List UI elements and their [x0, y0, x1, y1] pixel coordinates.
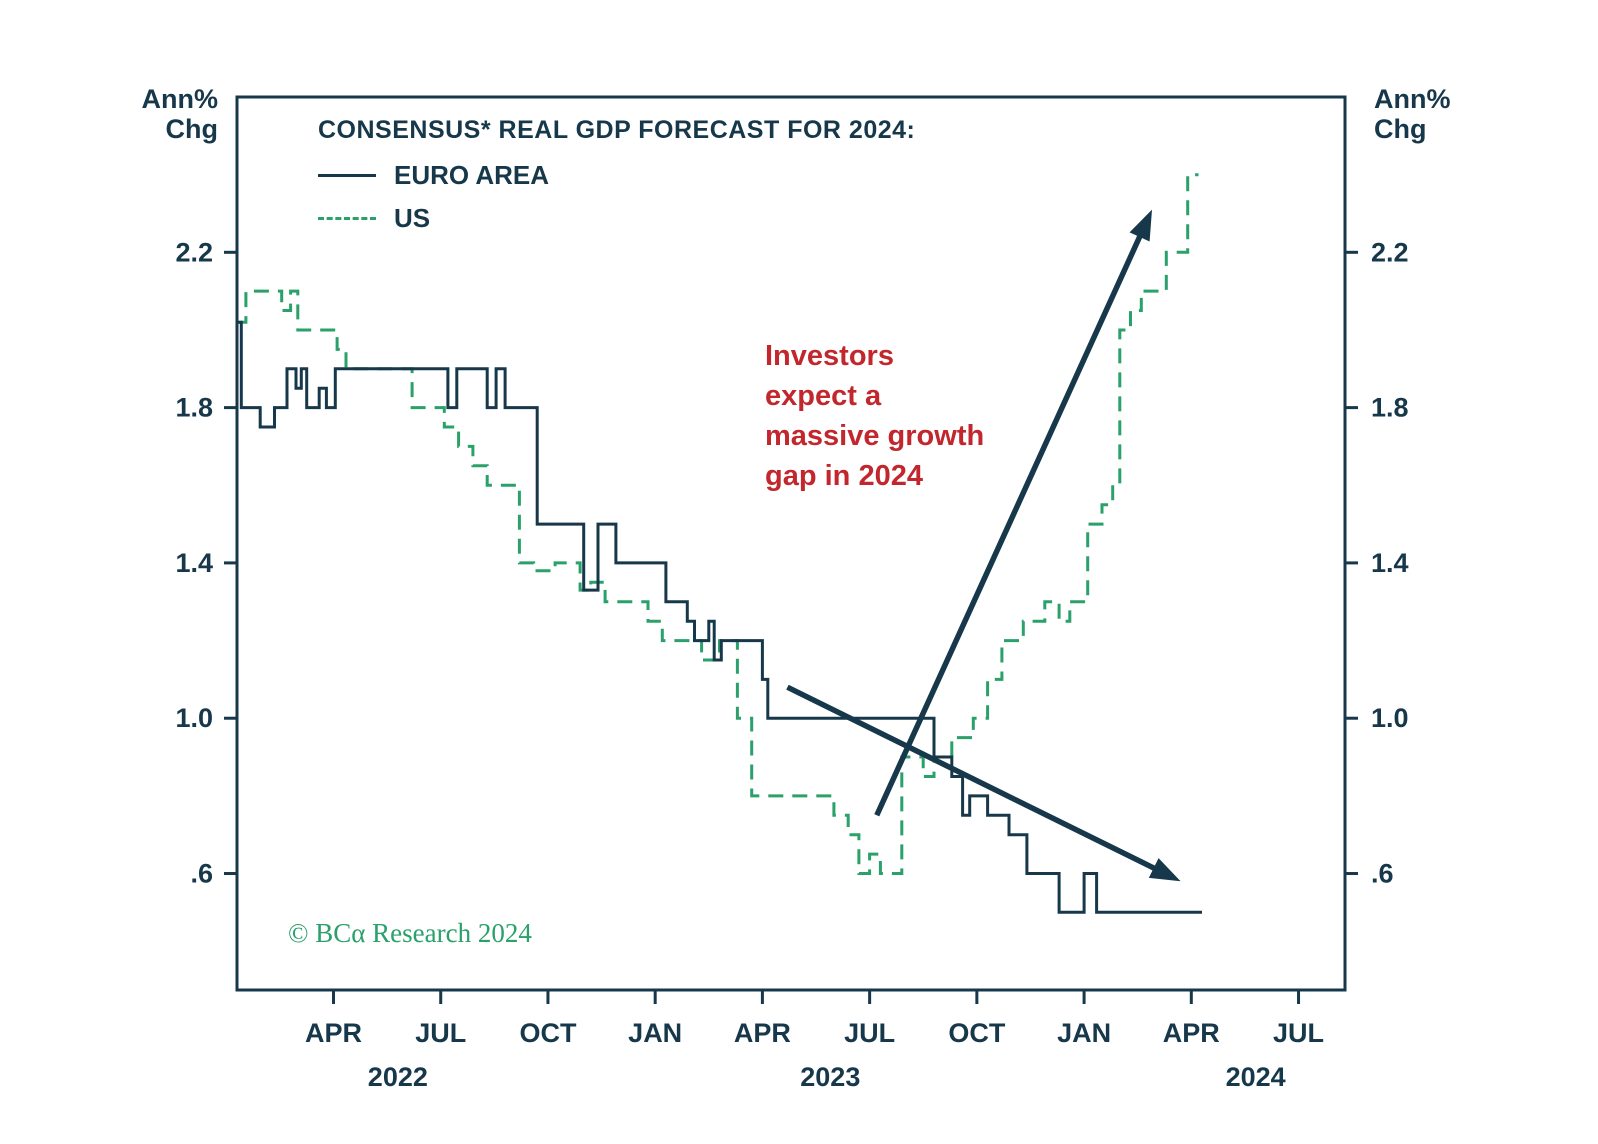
svg-text:2023: 2023 — [800, 1062, 860, 1092]
svg-text:OCT: OCT — [948, 1018, 1006, 1048]
svg-text:JAN: JAN — [1057, 1018, 1111, 1048]
svg-text:1.8: 1.8 — [175, 393, 213, 423]
svg-text:JAN: JAN — [628, 1018, 682, 1048]
svg-text:APR: APR — [1163, 1018, 1220, 1048]
svg-text:1.4: 1.4 — [175, 548, 213, 578]
svg-text:JUL: JUL — [415, 1018, 466, 1048]
svg-text:.6: .6 — [190, 859, 213, 889]
legend-label-euro-area: EURO AREA — [394, 159, 550, 190]
svg-text:APR: APR — [734, 1018, 791, 1048]
svg-text:2024: 2024 — [1226, 1062, 1286, 1092]
chart-title: CONSENSUS* REAL GDP FORECAST FOR 2024: — [318, 116, 916, 144]
us-line-sample — [318, 216, 376, 220]
y-axis-unit-left: Ann% Chg — [141, 84, 219, 144]
svg-text:2.2: 2.2 — [175, 237, 213, 267]
svg-text:APR: APR — [305, 1018, 362, 1048]
svg-text:1.4: 1.4 — [1371, 548, 1409, 578]
svg-text:OCT: OCT — [519, 1018, 577, 1048]
legend-label-us: US — [394, 202, 431, 233]
euro-area-line-sample — [318, 173, 376, 177]
svg-text:JUL: JUL — [844, 1018, 895, 1048]
bca-research-copyright: © BCα Research 2024 — [288, 918, 532, 948]
svg-text:2022: 2022 — [368, 1062, 428, 1092]
legend-item-us: US — [318, 202, 915, 233]
svg-text:2.2: 2.2 — [1371, 237, 1409, 267]
svg-text:1.8: 1.8 — [1371, 393, 1409, 423]
y-axis-unit-right: Ann% Chg — [1374, 84, 1451, 144]
svg-text:1.0: 1.0 — [1371, 703, 1409, 733]
legend-item-euro-area: EURO AREA — [318, 159, 915, 190]
legend: CONSENSUS* REAL GDP FORECAST FOR 2024: E… — [318, 116, 916, 233]
svg-text:1.0: 1.0 — [175, 703, 213, 733]
svg-text:.6: .6 — [1371, 859, 1394, 889]
growth-gap-annotation: Investors expect a massive growth gap in… — [765, 340, 985, 492]
svg-text:JUL: JUL — [1273, 1018, 1324, 1048]
